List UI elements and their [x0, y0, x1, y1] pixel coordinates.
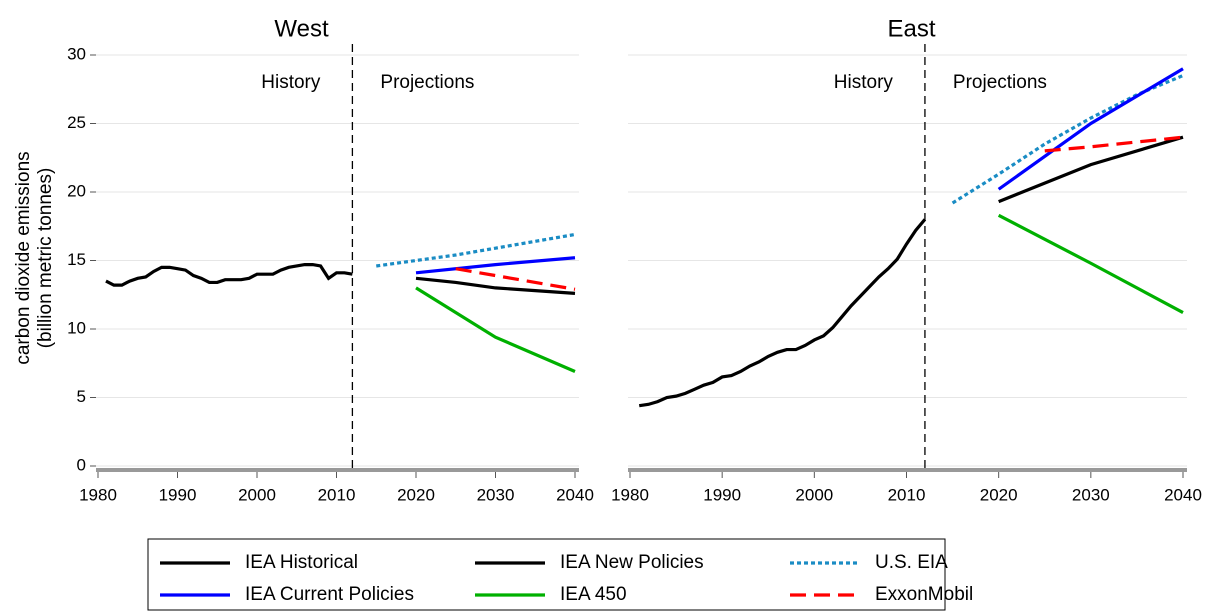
y-axis-label: (billion metric tonnes): [35, 168, 56, 349]
x-tick-label: 2010: [318, 485, 356, 504]
annotation: History: [834, 72, 894, 93]
series-line: [376, 232, 576, 268]
y-tick-label: 20: [67, 181, 86, 200]
x-tick-label: 1990: [159, 485, 197, 504]
series-line: [997, 67, 1184, 191]
y-tick-label: 10: [67, 318, 86, 337]
series-line: [998, 135, 1184, 204]
x-tick-label: 2000: [795, 485, 833, 504]
x-tick-label: 2030: [477, 485, 515, 504]
x-tick-label: 1990: [703, 485, 741, 504]
y-axis-label: carbon dioxide emissions: [13, 151, 34, 364]
series-line: [1044, 135, 1184, 153]
x-tick-label: 2030: [1072, 485, 1110, 504]
legend-label: IEA Historical: [245, 552, 358, 573]
series-line: [455, 267, 576, 291]
series-line: [105, 263, 353, 287]
legend-label: ExxonMobil: [875, 584, 973, 605]
series-line: [415, 256, 576, 275]
panel-title: East: [887, 15, 935, 42]
legend-label: U.S. EIA: [875, 552, 948, 573]
x-tick-label: 2010: [888, 485, 926, 504]
y-tick-label: 25: [67, 113, 86, 132]
legend-label: IEA 450: [560, 584, 627, 605]
x-tick-label: 1980: [611, 485, 649, 504]
x-tick-label: 1980: [79, 485, 117, 504]
annotation: Projections: [380, 72, 474, 93]
x-tick-label: 2040: [556, 485, 594, 504]
annotation: History: [261, 72, 321, 93]
x-tick-label: 2020: [980, 485, 1018, 504]
legend-box: [147, 538, 946, 611]
legend-label: IEA New Policies: [560, 552, 704, 573]
series-line: [415, 276, 576, 295]
series-line: [951, 74, 1184, 205]
annotation: Projections: [953, 72, 1047, 93]
x-tick-label: 2000: [238, 485, 276, 504]
y-tick-label: 15: [67, 250, 86, 269]
y-tick-label: 5: [77, 387, 86, 406]
panel-title: West: [274, 15, 329, 42]
series-line: [415, 286, 576, 373]
x-tick-label: 2040: [1164, 485, 1202, 504]
y-tick-label: 30: [67, 44, 86, 63]
legend-label: IEA Current Policies: [245, 584, 414, 605]
series-line: [997, 213, 1184, 314]
y-tick-label: 0: [77, 455, 86, 474]
x-tick-label: 2020: [397, 485, 435, 504]
series-line: [638, 218, 927, 408]
